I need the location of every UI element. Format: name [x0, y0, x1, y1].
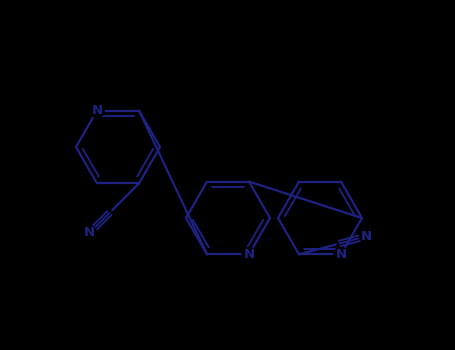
Circle shape [334, 247, 348, 261]
Text: N: N [243, 248, 254, 261]
Text: N: N [335, 248, 347, 261]
Circle shape [82, 226, 96, 240]
Text: N: N [361, 230, 372, 243]
Text: N: N [91, 104, 102, 117]
Circle shape [242, 247, 256, 261]
Text: N: N [84, 226, 95, 239]
Circle shape [90, 104, 104, 118]
Circle shape [359, 229, 374, 243]
